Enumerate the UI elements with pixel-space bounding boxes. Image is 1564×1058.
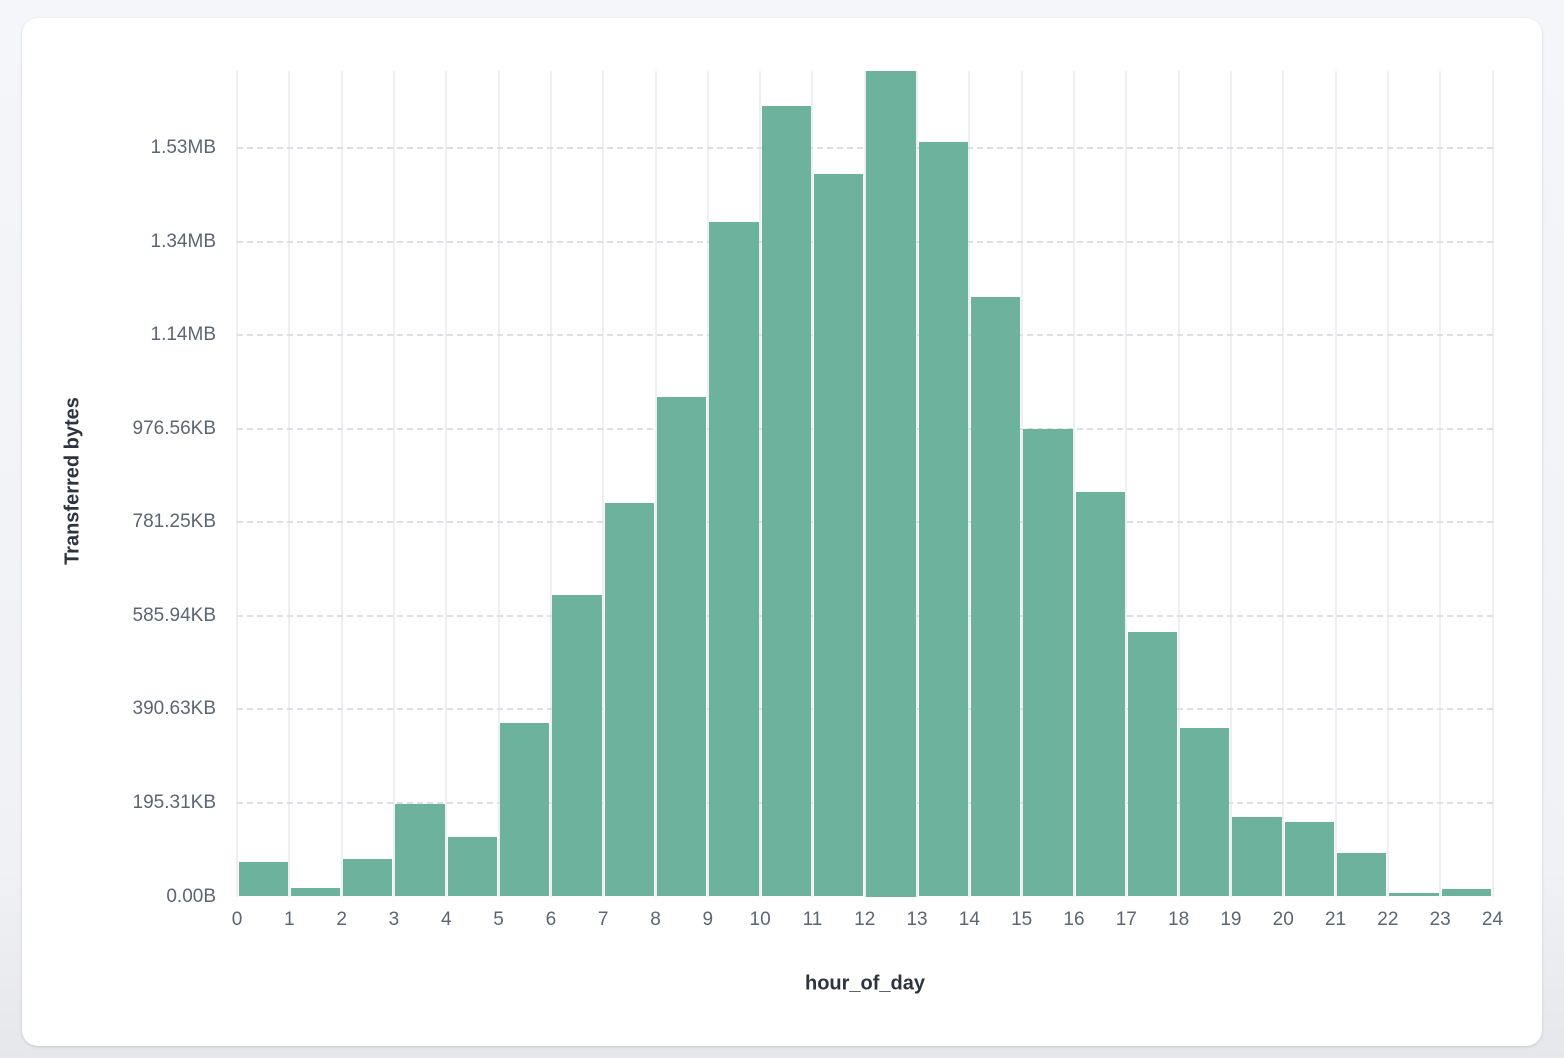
gridline-vertical xyxy=(1073,70,1075,897)
x-tick-label: 22 xyxy=(1377,909,1399,930)
gridline-vertical xyxy=(1020,70,1023,897)
histogram-bar[interactable] xyxy=(1284,822,1335,897)
gridline-vertical xyxy=(759,70,762,897)
histogram-bar[interactable] xyxy=(813,173,864,897)
y-tick-label: 1.34MB xyxy=(150,230,216,252)
histogram-bar[interactable] xyxy=(604,503,654,897)
gridline-vertical xyxy=(1491,70,1494,897)
x-tick-label: 23 xyxy=(1429,909,1451,930)
gridline-vertical xyxy=(1334,70,1337,897)
gridline-horizontal xyxy=(237,240,1493,243)
histogram-bar[interactable] xyxy=(1023,428,1073,897)
x-axis-title: hour_of_day xyxy=(804,972,926,995)
gridline-vertical xyxy=(811,70,814,897)
histogram-bar[interactable] xyxy=(447,837,498,897)
x-tick-label: 4 xyxy=(440,909,452,930)
x-tick-label: 15 xyxy=(1011,909,1033,930)
gridline-vertical xyxy=(549,70,552,897)
x-tick-label: 14 xyxy=(958,909,980,930)
histogram-bar[interactable] xyxy=(395,803,445,897)
y-tick-label: 1.14MB xyxy=(150,324,216,346)
gridline-horizontal xyxy=(237,147,1493,150)
gridline-vertical xyxy=(497,70,500,897)
x-tick-label: 20 xyxy=(1272,909,1294,930)
histogram-bar[interactable] xyxy=(500,722,550,897)
y-tick-label: 781.25KB xyxy=(132,511,216,533)
gridline-vertical xyxy=(392,70,395,897)
gridline-vertical xyxy=(1282,70,1285,897)
histogram-bar[interactable] xyxy=(657,396,707,897)
x-tick-label: 9 xyxy=(702,909,714,930)
x-tick-label: 13 xyxy=(906,909,928,930)
gridline-vertical xyxy=(1125,70,1128,897)
histogram-bar[interactable] xyxy=(1389,893,1439,897)
y-tick-label: 0.00B xyxy=(166,885,216,907)
y-tick-label: 585.94KB xyxy=(132,604,216,626)
gridline-horizontal xyxy=(237,801,1493,804)
histogram-bar[interactable] xyxy=(918,142,968,897)
y-tick-label: 976.56KB xyxy=(132,417,216,439)
gridline-vertical xyxy=(602,70,605,897)
gridline-vertical xyxy=(1177,70,1180,897)
gridline-vertical xyxy=(236,70,238,897)
histogram-bar[interactable] xyxy=(238,861,288,897)
gridline-vertical xyxy=(654,70,657,897)
histogram-bar[interactable] xyxy=(1180,728,1230,897)
y-tick-label: 195.31KB xyxy=(132,791,216,813)
gridline-vertical xyxy=(706,70,709,897)
x-tick-label: 11 xyxy=(802,909,823,930)
gridline-horizontal xyxy=(237,427,1493,430)
gridline-vertical xyxy=(340,70,343,897)
histogram-bar[interactable] xyxy=(1337,853,1387,897)
y-tick-label: 1.53MB xyxy=(150,137,216,159)
x-tick-label: 6 xyxy=(545,909,557,930)
x-tick-label: 24 xyxy=(1481,909,1504,930)
gridline-horizontal xyxy=(237,708,1493,711)
gridline-vertical xyxy=(288,70,291,897)
x-tick-label: 17 xyxy=(1115,909,1137,930)
x-tick-label: 10 xyxy=(749,909,771,930)
x-tick-label: 0 xyxy=(231,909,243,930)
gridline-horizontal xyxy=(237,614,1493,617)
histogram-bar[interactable] xyxy=(343,859,393,897)
histogram-bar[interactable] xyxy=(866,70,916,897)
histogram-bar[interactable] xyxy=(970,297,1021,897)
x-tick-label: 7 xyxy=(597,909,609,930)
histogram-bar[interactable] xyxy=(1232,816,1282,897)
gridline-vertical xyxy=(968,70,971,897)
gridline-vertical xyxy=(863,70,866,897)
gridline-vertical xyxy=(1386,70,1389,897)
histogram-bar[interactable] xyxy=(1441,889,1491,897)
gridline-vertical xyxy=(1229,70,1232,897)
gridline-horizontal xyxy=(237,334,1493,337)
y-tick-label: 390.63KB xyxy=(132,698,216,720)
gridline-vertical xyxy=(445,70,448,897)
histogram-bar[interactable] xyxy=(552,595,602,897)
x-tick-label: 18 xyxy=(1168,909,1190,930)
x-tick-label: 16 xyxy=(1063,909,1085,930)
histogram-bar[interactable] xyxy=(1127,632,1178,897)
x-tick-label: 5 xyxy=(493,909,504,930)
gridline-vertical xyxy=(916,70,919,897)
histogram-bar[interactable] xyxy=(290,888,341,897)
x-tick-label: 21 xyxy=(1324,909,1347,930)
y-axis-title: Transferred bytes xyxy=(61,397,84,565)
gridline-vertical xyxy=(1439,70,1442,897)
gridline-horizontal xyxy=(237,521,1493,524)
x-tick-label: 8 xyxy=(650,909,661,930)
x-tick-label: 12 xyxy=(854,909,876,930)
histogram-bar[interactable] xyxy=(761,105,811,897)
x-tick-label: 19 xyxy=(1220,909,1242,930)
histogram-bar[interactable] xyxy=(709,221,759,897)
histogram-bar[interactable] xyxy=(1075,491,1125,897)
x-tick-label: 1 xyxy=(284,909,295,930)
x-tick-label: 2 xyxy=(336,909,347,930)
x-tick-label: 3 xyxy=(388,909,400,930)
